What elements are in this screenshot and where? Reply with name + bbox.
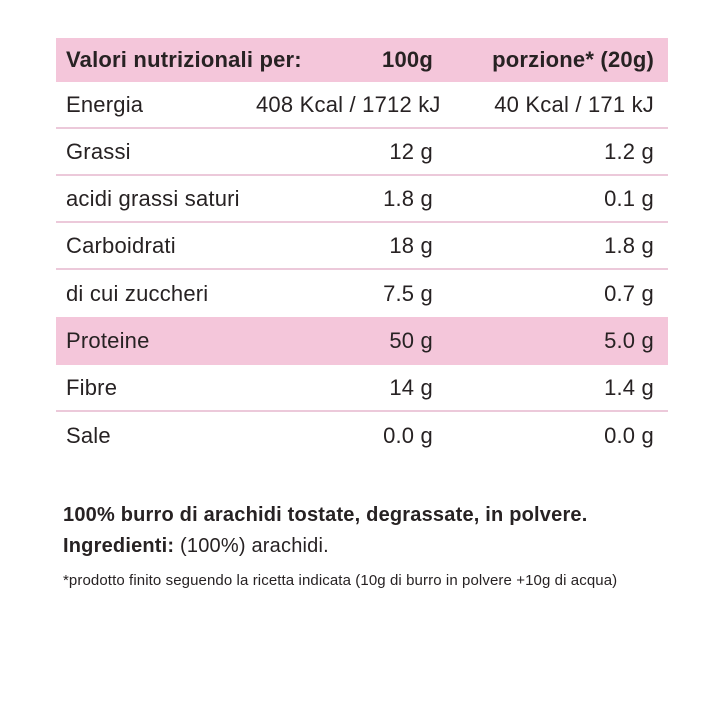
ingredients-value: (100%) arachidi. [174, 535, 329, 557]
row-value-100g: 7.5 g [383, 280, 433, 306]
table-row-grassi: Grassi 12 g 1.2 g [56, 129, 668, 176]
portion-footnote: *prodotto finito seguendo la ricetta ind… [63, 572, 618, 589]
table-header-row: Valori nutrizionali per: 100g porzione* … [56, 38, 668, 82]
row-value-portion: 0.7 g [604, 280, 654, 306]
table-row-fibre: Fibre 14 g 1.4 g [56, 365, 668, 412]
header-per-portion: porzione* (20g) [492, 47, 654, 72]
nutrition-table: Valori nutrizionali per: 100g porzione* … [56, 38, 668, 459]
table-row-carboidrati: Carboidrati 18 g 1.8 g [56, 223, 668, 270]
row-label: Proteine [66, 328, 150, 353]
table-row-di-cui-zuccheri: di cui zuccheri 7.5 g 0.7 g [56, 270, 668, 317]
row-value-100g: 12 g [389, 138, 433, 164]
ingredients-label: Ingredienti: [63, 535, 175, 557]
table-row-sale: Sale 0.0 g 0.0 g [56, 412, 668, 459]
row-label: acidi grassi saturi [66, 185, 240, 211]
header-title: Valori nutrizionali per: [66, 47, 302, 72]
row-value-100g: 14 g [389, 374, 433, 400]
ingredients-line: Ingredienti: (100%) arachidi. [63, 531, 683, 562]
row-value-100g: 1.8 g [383, 185, 433, 211]
row-label: Energia [66, 91, 144, 117]
row-value-portion: 1.4 g [604, 374, 654, 400]
row-label: di cui zuccheri [66, 280, 209, 306]
row-value-100g: 18 g [389, 232, 433, 258]
header-per-100g: 100g [382, 47, 433, 72]
row-label: Sale [66, 422, 111, 448]
table-row-acidi-grassi-saturi: acidi grassi saturi 1.8 g 0.1 g [56, 176, 668, 223]
row-label: Fibre [66, 374, 118, 400]
row-label: Grassi [66, 138, 131, 164]
row-value-portion: 5.0 g [604, 328, 654, 353]
row-value-100g: 408 Kcal / 1712 kJ [256, 91, 441, 117]
row-value-portion: 0.0 g [604, 422, 654, 448]
row-value-portion: 1.2 g [604, 138, 654, 164]
product-description: 100% burro di arachidi tostate, degrassa… [63, 504, 588, 526]
row-value-portion: 40 Kcal / 171 kJ [494, 91, 654, 117]
description-block: 100% burro di arachidi tostate, degrassa… [63, 500, 683, 590]
row-value-portion: 1.8 g [604, 232, 654, 258]
row-label: Carboidrati [66, 232, 176, 258]
table-row-energia: Energia 408 Kcal / 1712 kJ 40 Kcal / 171… [56, 82, 668, 129]
row-value-100g: 50 g [389, 328, 433, 353]
table-row-proteine: Proteine 50 g 5.0 g [56, 317, 668, 365]
row-value-100g: 0.0 g [383, 422, 433, 448]
row-value-portion: 0.1 g [604, 185, 654, 211]
